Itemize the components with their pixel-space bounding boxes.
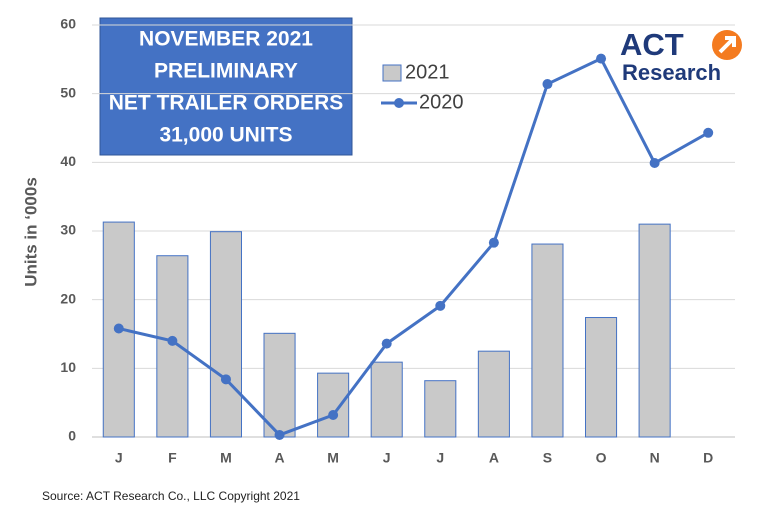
- x-tick-label: D: [703, 450, 713, 466]
- x-tick-label: O: [596, 450, 607, 466]
- chart-title: 31,000 UNITS: [159, 124, 292, 147]
- point: [381, 338, 392, 349]
- chart-title: NOVEMBER 2021: [139, 28, 313, 51]
- y-tick-label: 0: [68, 428, 76, 444]
- x-tick-label: A: [489, 450, 499, 466]
- logo-text: ACT: [620, 27, 684, 62]
- x-tick-label: J: [436, 450, 444, 466]
- bar: [585, 317, 618, 438]
- logo-arrow: [718, 36, 736, 54]
- x-tick-label: M: [220, 450, 232, 466]
- legend-swatch: [382, 64, 402, 82]
- chart-title: NET TRAILER ORDERS: [109, 92, 344, 115]
- y-tick-label: 30: [60, 222, 76, 238]
- point: [596, 53, 607, 64]
- y-tick-label: 60: [60, 16, 76, 32]
- point: [220, 374, 231, 385]
- bar: [209, 231, 242, 438]
- point: [649, 158, 660, 169]
- bar: [638, 223, 671, 438]
- bar: [156, 255, 189, 438]
- point: [167, 335, 178, 346]
- title-box: [99, 17, 353, 156]
- point: [274, 429, 285, 440]
- bar: [424, 380, 457, 438]
- legend-label: 2020: [419, 91, 464, 113]
- bar: [317, 372, 350, 438]
- x-tick-label: A: [274, 450, 284, 466]
- bar: [370, 361, 403, 438]
- chart-title: PRELIMINARY: [154, 60, 298, 83]
- line: [118, 56, 709, 437]
- point: [328, 410, 339, 421]
- y-tick-label: 10: [60, 359, 76, 375]
- x-tick-label: J: [383, 450, 391, 466]
- bar: [263, 332, 296, 438]
- point: [542, 79, 553, 90]
- point: [435, 300, 446, 311]
- bar: [477, 350, 510, 438]
- y-tick-label: 20: [60, 290, 76, 306]
- point: [488, 237, 499, 248]
- x-tick-label: S: [543, 450, 552, 466]
- bar: [531, 243, 564, 438]
- point: [113, 323, 124, 334]
- source-note: Source: ACT Research Co., LLC Copyright …: [42, 489, 300, 503]
- x-tick-label: J: [115, 450, 123, 466]
- legend-label: 2021: [405, 61, 450, 83]
- x-tick-label: M: [327, 450, 339, 466]
- point: [703, 127, 714, 138]
- x-tick-label: F: [168, 450, 177, 466]
- legend-swatch: [394, 98, 404, 108]
- y-tick-label: 40: [60, 153, 76, 169]
- y-tick-label: 50: [60, 84, 76, 100]
- logo-text: Research: [622, 60, 721, 85]
- x-tick-label: N: [650, 450, 660, 466]
- y-axis-label: Units in ‘000s: [21, 177, 40, 287]
